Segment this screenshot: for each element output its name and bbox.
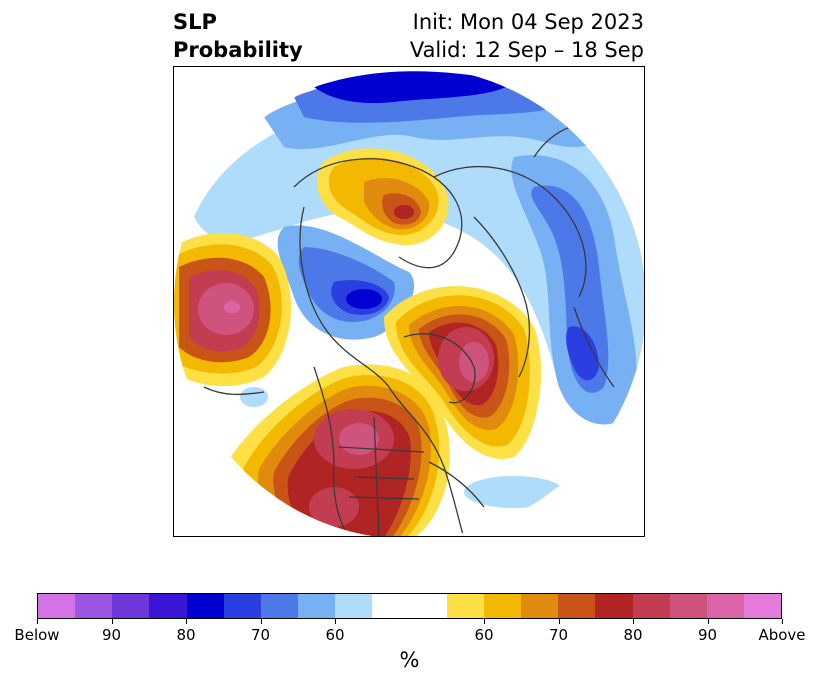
title-product: Probability	[173, 38, 303, 62]
init-date: Init: Mon 04 Sep 2023	[412, 10, 644, 34]
colorbar-tick-mark	[782, 619, 783, 624]
colorbar-tick-label: 70	[548, 626, 569, 644]
north-pacific-high	[174, 233, 291, 387]
colorbar-tick-label: Below	[14, 626, 60, 644]
colorbar-tick-mark	[111, 619, 113, 624]
colorbar-tick-mark	[558, 619, 560, 624]
colorbar-cell	[223, 594, 261, 618]
colorbar-cell	[743, 594, 782, 618]
coastlines	[203, 122, 615, 536]
colorbar	[37, 593, 782, 619]
colorbar-cell	[260, 594, 299, 618]
probability-map	[174, 67, 644, 536]
colorbar-tick-mark	[260, 619, 262, 624]
colorbar-unit-label: %	[399, 648, 420, 672]
colorbar-tick-mark	[707, 619, 709, 624]
colorbar-cell	[558, 594, 596, 618]
eurasia-low	[511, 155, 637, 425]
colorbar-tick-mark	[633, 619, 634, 624]
map-panel	[173, 66, 645, 537]
colorbar-cell	[595, 594, 633, 618]
colorbar-tick-labels: Below 90 80 70 60 60 70 80 90 Above	[14, 626, 805, 646]
colorbar-cell	[38, 594, 76, 618]
title-variable: SLP	[173, 10, 217, 34]
colorbar-tick-label: 80	[623, 626, 643, 644]
colorbar-tick-label: Above	[758, 626, 806, 644]
atlantic-low	[277, 225, 415, 340]
colorbar-tick-label: 70	[250, 626, 271, 644]
colorbar-cell	[521, 594, 559, 618]
colorbar-cell	[298, 594, 336, 618]
siberia-high	[316, 148, 449, 246]
arctic-canada-high	[384, 286, 542, 459]
arctic-low	[264, 71, 602, 150]
colorbar-cell	[446, 594, 484, 618]
colorbar-cell	[112, 594, 150, 618]
colorbar-tick-label: 90	[101, 626, 122, 644]
colorbar-tick-label: 90	[697, 626, 718, 644]
north-america-high	[223, 364, 450, 536]
colorbar-tick-label: 60	[474, 626, 494, 644]
colorbar-tick-label: 80	[176, 626, 196, 644]
colorbar-cell	[483, 594, 522, 618]
colorbar-tick-label: 60	[325, 626, 345, 644]
colorbar-cell	[372, 594, 410, 618]
colorbar-tick-mark	[186, 619, 187, 624]
colorbar-cell	[186, 594, 224, 618]
title-left: SLP Probability	[173, 8, 303, 64]
colorbar-cell	[75, 594, 113, 618]
colorbar-cell	[149, 594, 187, 618]
colorbar-cell	[409, 594, 447, 618]
colorbar-tick-mark	[484, 619, 485, 624]
colorbar-tick-mark	[37, 619, 38, 624]
colorbar-cell	[335, 594, 373, 618]
colorbar-tick-mark	[335, 619, 336, 624]
title-right: Init: Mon 04 Sep 2023 Valid: 12 Sep – 18…	[410, 8, 644, 64]
valid-range: Valid: 12 Sep – 18 Sep	[409, 38, 644, 62]
colorbar-cell	[669, 594, 707, 618]
colorbar-cell	[632, 594, 670, 618]
colorbar-cell	[706, 594, 744, 618]
